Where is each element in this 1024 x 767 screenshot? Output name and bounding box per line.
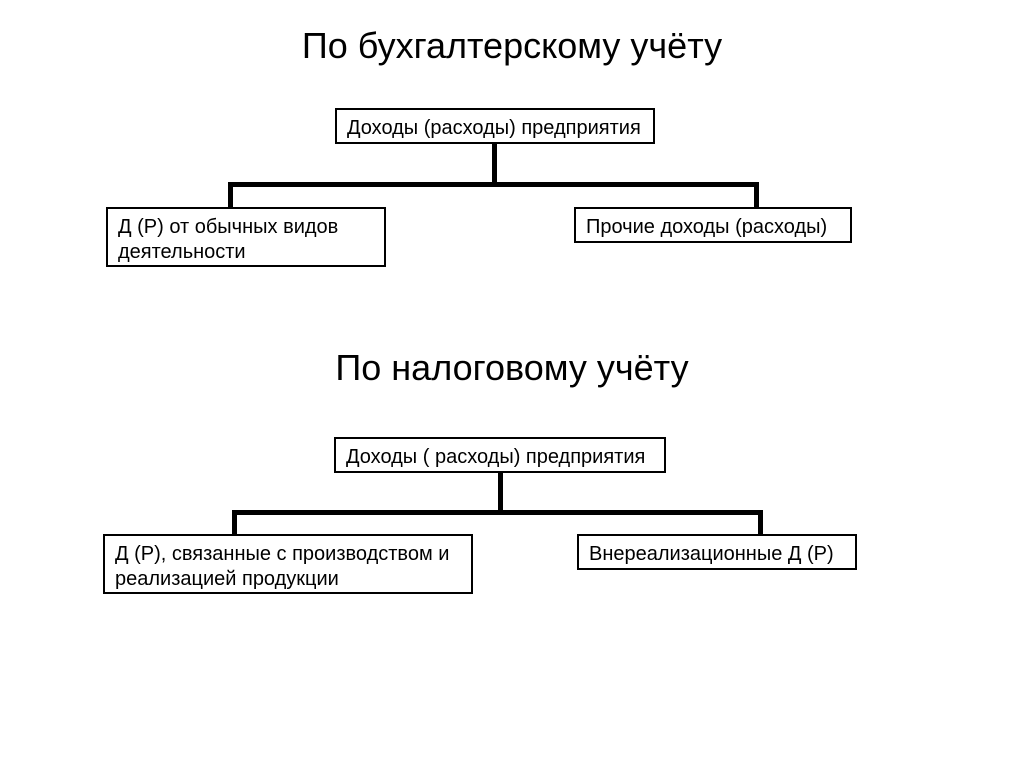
connector-2-vroot [498,473,503,510]
box-root-1: Доходы (расходы) предприятия [335,108,655,144]
connector-1-h [228,182,758,187]
box-right-1: Прочие доходы (расходы) [574,207,852,243]
title-tax: По налоговому учёту [0,347,1024,389]
box-root-2: Доходы ( расходы) предприятия [334,437,666,473]
box-right-2: Внереализационные Д (Р) [577,534,857,570]
connector-1-vroot [492,144,497,182]
box-left-1: Д (Р) от обычных видов деятельности [106,207,386,267]
connector-1-vright [754,182,759,207]
connector-1-vleft [228,182,233,207]
connector-2-vleft [232,510,237,534]
connector-2-h [232,510,762,515]
connector-2-vright [758,510,763,534]
title-accounting: По бухгалтерскому учёту [0,25,1024,67]
box-left-2: Д (Р), связанные с производством и реали… [103,534,473,594]
